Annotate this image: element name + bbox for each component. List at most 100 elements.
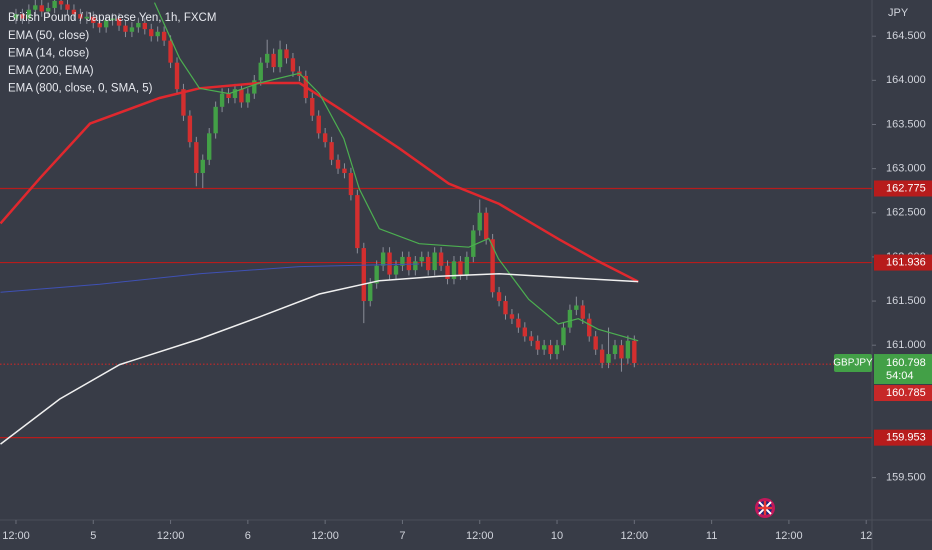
level-tag [874, 429, 932, 446]
candle-body [39, 5, 44, 12]
candle-body [91, 16, 96, 23]
axes: 164.500164.000163.500163.000162.500162.0… [2, 30, 932, 542]
x-tick-label: 12:00 [621, 530, 649, 542]
candle-body [310, 97, 315, 116]
candle-body [129, 27, 135, 32]
candle-body [277, 49, 283, 68]
x-tick-label: 12:00 [157, 530, 185, 542]
candle-body [316, 115, 321, 134]
candle-body [207, 133, 212, 160]
last-price: 160.798 [886, 357, 926, 369]
candle-body [503, 301, 508, 315]
indicator-line [153, 2, 639, 342]
countdown: 54:04 [886, 370, 914, 382]
y-tick-label: 164.500 [886, 30, 926, 42]
candle-body [329, 142, 334, 160]
y-axis-label: JPY [888, 7, 909, 19]
legend-entry: EMA (50, close) [8, 30, 89, 42]
x-tick-label: 12:00 [466, 530, 494, 542]
candle-body [477, 212, 482, 231]
indicator-line [0, 81, 639, 283]
candle-body [529, 336, 534, 341]
candle-body [355, 195, 360, 249]
x-tick-label: 12:00 [311, 530, 339, 542]
candle-body [413, 261, 418, 271]
candle-body [335, 159, 341, 169]
candle-body [284, 49, 289, 59]
candle-body [58, 0, 64, 5]
candle-body [26, 9, 32, 19]
candle-body [142, 22, 147, 30]
candle-body [451, 261, 457, 279]
candle-body [161, 31, 167, 41]
level-label: 161.936 [886, 256, 926, 268]
candle-body [361, 248, 366, 302]
candle-body [490, 239, 495, 293]
candle-body [593, 336, 598, 350]
candle-body [290, 58, 296, 72]
y-tick-label: 163.500 [886, 118, 926, 130]
candle-body [522, 327, 528, 337]
candle-body [632, 340, 637, 364]
legend-entry: EMA (14, close) [8, 48, 89, 60]
candle-body [13, 14, 19, 19]
candle-body [78, 14, 83, 19]
level-label: 162.775 [886, 182, 926, 194]
y-tick-label: 163.000 [886, 163, 926, 175]
candle-body [387, 252, 392, 275]
candle-body [232, 89, 238, 98]
candle-body [535, 340, 540, 350]
candle-body [20, 14, 25, 19]
candle-body [213, 106, 218, 134]
symbol-tag [834, 354, 872, 373]
currency-icon[interactable] [755, 498, 775, 518]
candle-body [574, 305, 579, 310]
candle-body [271, 53, 276, 68]
price-tag [874, 354, 932, 385]
candle-body [374, 265, 379, 284]
candle-body [155, 31, 160, 37]
legend-entry: EMA (800, close, 0, SMA, 5) [8, 83, 153, 95]
legend: British Pound / Japanese Yen, 1h, FXCM E… [8, 12, 216, 95]
candle-body [239, 89, 244, 103]
candle-body [587, 318, 592, 337]
candle-body [561, 327, 566, 346]
level-label: 159.953 [886, 432, 926, 444]
candle-body [541, 345, 547, 350]
candle-body [149, 29, 154, 37]
chart-title: British Pound / Japanese Yen, 1h, FXCM [8, 12, 216, 24]
candle-body [97, 22, 102, 28]
candle-body [580, 305, 585, 319]
candle-body [65, 4, 70, 10]
candle-body [496, 292, 502, 302]
candle-body [516, 318, 521, 328]
candle-body [599, 349, 605, 363]
level-tag [874, 180, 932, 197]
candle-body [71, 9, 77, 15]
candle-body [348, 173, 354, 196]
candle-body [322, 133, 328, 143]
candle-body [619, 345, 624, 359]
candle-body [136, 22, 141, 28]
candle-body [103, 20, 109, 28]
candle-body [181, 89, 186, 116]
candle-body [393, 265, 399, 275]
candle-body [432, 252, 437, 271]
candle-body [419, 256, 424, 262]
x-tick-label: 10 [551, 530, 563, 542]
candle-body [464, 256, 470, 275]
candle-body [380, 252, 386, 266]
candle-body [426, 256, 431, 271]
candle-body [400, 256, 405, 266]
x-tick-label: 12:00 [775, 530, 803, 542]
y-tick-label: 161.000 [886, 339, 926, 351]
level-tag [874, 385, 932, 402]
candle-body [258, 62, 263, 81]
x-tick-label: 12:00 [2, 530, 30, 542]
candle-body [509, 314, 515, 319]
candle-body [264, 53, 270, 63]
level-label: 160.785 [886, 387, 926, 399]
